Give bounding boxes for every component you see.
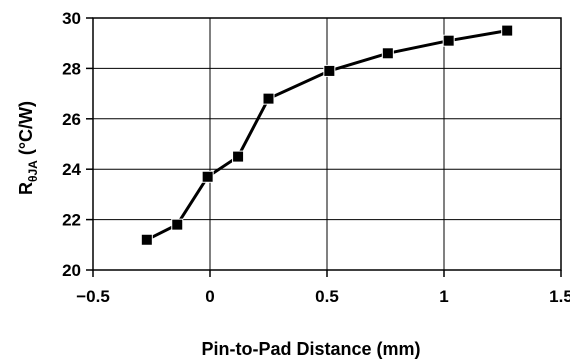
y-tick-labels: 20 22 24 26 28 30: [62, 9, 81, 280]
data-point: [442, 34, 455, 47]
y-tick-label: 22: [62, 211, 81, 230]
data-point: [140, 233, 153, 246]
y-axis-label-main: R: [16, 182, 36, 195]
data-point: [232, 150, 245, 163]
y-axis-label-subscript: θJA: [26, 160, 40, 182]
y-tick-label: 30: [62, 9, 81, 28]
x-tick-label: 1.5: [549, 287, 570, 306]
data-point: [381, 47, 394, 60]
data-point: [171, 218, 184, 231]
data-point: [262, 92, 275, 105]
y-tick-label: 28: [62, 59, 81, 78]
y-axis-label: RθJA (°C/W): [16, 101, 40, 195]
x-tick-label: −0.5: [76, 287, 110, 306]
y-axis-label-unit: (°C/W): [16, 101, 36, 160]
x-tick-label: 0.5: [315, 287, 339, 306]
x-tick-labels: −0.5 0 0.5 1 1.5: [76, 287, 570, 306]
y-tick-label: 24: [62, 160, 81, 179]
y-tick-label: 26: [62, 110, 81, 129]
x-tick-label: 1: [439, 287, 448, 306]
data-point: [323, 64, 336, 77]
data-point: [201, 170, 214, 183]
data-point: [501, 24, 514, 37]
x-axis-label: Pin-to-Pad Distance (mm): [201, 339, 420, 359]
x-tick-label: 0: [205, 287, 214, 306]
y-tick-label: 20: [62, 261, 81, 280]
data-markers: [140, 24, 514, 246]
axis-ticks: [86, 17, 562, 277]
grid: [93, 18, 561, 270]
